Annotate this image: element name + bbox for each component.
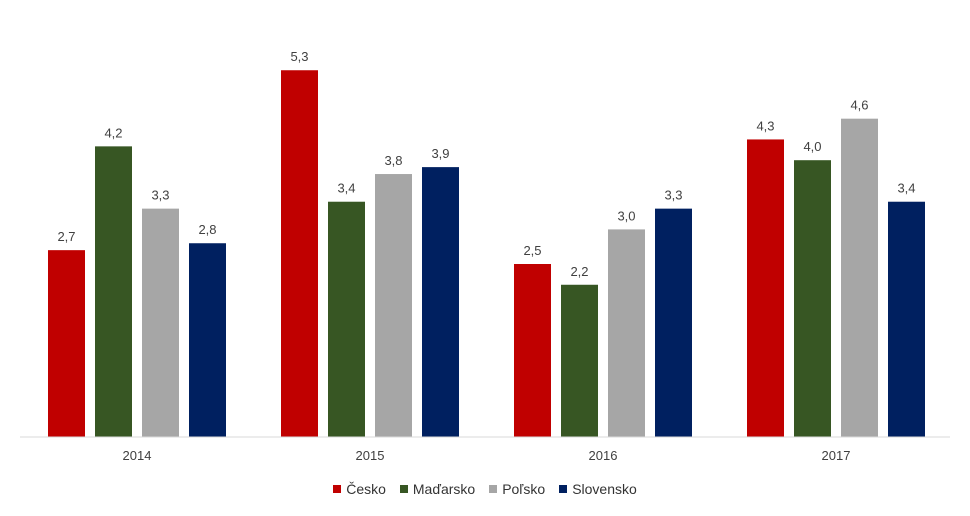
bar	[655, 208, 692, 437]
legend-item-slovensko: Slovensko	[559, 481, 637, 497]
bar	[48, 250, 85, 437]
value-labels-group: 2,7 4,2 3,3 2,8 5,3 3,4 3,8 3,9 2,5 2,2 3,0 3,3 4,3 4…	[57, 49, 915, 279]
bar	[422, 167, 459, 437]
legend: Česko Maďarsko Poľsko Slovensko	[0, 481, 970, 497]
x-tick-label: 2016	[589, 448, 618, 463]
legend-label: Poľsko	[502, 481, 546, 497]
legend-label: Česko	[346, 481, 386, 497]
legend-label: Slovensko	[572, 481, 637, 497]
data-label: 3,4	[337, 181, 355, 196]
legend-item-cesko: Česko	[333, 481, 386, 497]
legend-swatch	[489, 485, 498, 493]
legend-swatch	[559, 485, 568, 493]
data-label: 4,2	[104, 125, 122, 140]
legend-item-madarsko: Maďarsko	[399, 481, 476, 497]
bar	[561, 284, 598, 437]
data-label: 2,2	[570, 264, 588, 279]
bar	[95, 146, 132, 438]
data-label: 2,5	[523, 243, 541, 258]
bar	[375, 174, 412, 438]
x-tick-label: 2017	[822, 448, 851, 463]
data-label: 3,4	[897, 181, 915, 196]
data-label: 3,8	[384, 153, 402, 168]
data-label: 3,3	[664, 188, 682, 203]
data-label: 4,3	[756, 118, 774, 133]
bar	[747, 139, 784, 437]
x-tick-labels-group: 2014 2015 2016 2017	[123, 448, 851, 463]
bar	[328, 201, 365, 437]
data-label: 2,8	[198, 222, 216, 237]
data-label: 3,9	[431, 146, 449, 161]
legend-label: Maďarsko	[412, 481, 476, 497]
bar	[514, 264, 551, 437]
bar	[794, 160, 831, 437]
legend-swatch	[333, 485, 342, 493]
bar	[888, 201, 925, 437]
legend-swatch	[399, 485, 408, 493]
data-label: 3,0	[617, 208, 635, 223]
data-label: 5,3	[290, 49, 308, 64]
data-label: 3,3	[151, 188, 169, 203]
legend-item-polsko: Poľsko	[489, 481, 545, 497]
data-label: 4,6	[850, 98, 868, 113]
bars-group	[48, 70, 925, 438]
bar	[841, 118, 878, 438]
x-tick-label: 2014	[123, 448, 152, 463]
bar	[189, 243, 226, 437]
bar	[281, 70, 318, 438]
data-label: 4,0	[803, 139, 821, 154]
bar	[142, 208, 179, 437]
x-tick-label: 2015	[356, 448, 385, 463]
data-label: 2,7	[57, 229, 75, 244]
bar	[608, 229, 645, 437]
